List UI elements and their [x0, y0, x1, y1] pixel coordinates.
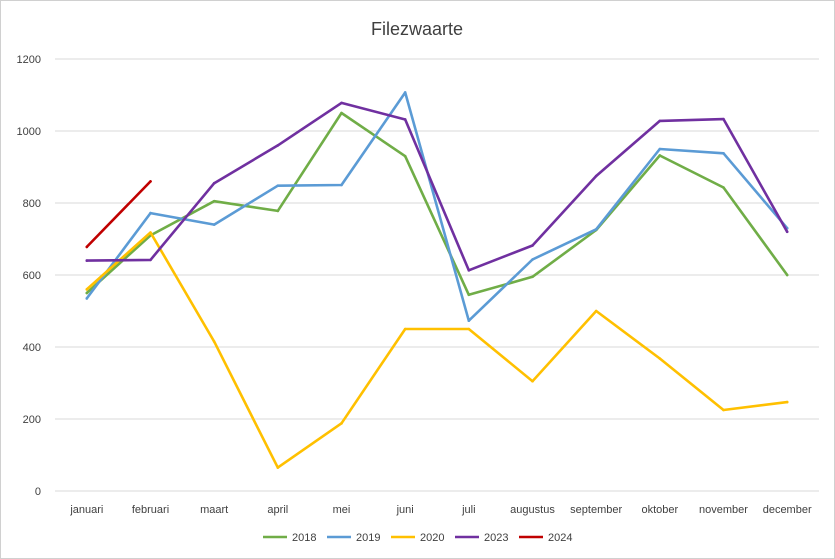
x-tick-label-februari: februari [132, 504, 169, 516]
data-point-2023-april [276, 144, 280, 147]
data-point-2018-december [785, 273, 789, 277]
data-point-2019-september [594, 227, 598, 231]
chart-title: Filezwaarte [371, 19, 463, 39]
data-point-2018-maart [212, 199, 216, 203]
x-tick-label-mei: mei [333, 504, 351, 516]
data-point-2018-januari [85, 291, 89, 295]
data-point-2018-augustus [531, 275, 534, 279]
y-tick-label: 600 [23, 270, 41, 282]
y-tick-label: 1000 [17, 126, 41, 138]
x-axis-tick-labels: januari februari maart april mei juni juli augu… [69, 504, 812, 516]
series-line-2020 [85, 231, 789, 469]
series-line-2023 [85, 101, 789, 272]
x-tick-label-augustus: augustus [510, 504, 555, 516]
legend-label-2020: 2020 [420, 532, 444, 544]
legend-label-2023: 2023 [484, 532, 508, 544]
data-point-2023-september [594, 174, 598, 178]
data-point-2018-mei [340, 111, 343, 115]
x-tick-label-juni: juni [396, 504, 414, 516]
data-point-2023-mei [340, 101, 343, 105]
data-point-2023-juni [403, 118, 407, 121]
series-line-2024 [85, 180, 152, 249]
data-point-2020-maart [212, 340, 216, 343]
x-tick-label-april: april [267, 504, 288, 516]
x-tick-label-oktober: oktober [641, 504, 678, 516]
data-point-2019-juli [467, 319, 471, 323]
y-axis-tick-labels: 0 200 400 600 800 1000 1200 [17, 54, 41, 498]
data-point-2020-januari [85, 288, 89, 291]
data-point-2018-oktober [658, 154, 662, 157]
data-point-2020-augustus [531, 379, 534, 383]
data-point-2018-april [276, 209, 280, 213]
data-point-2018-november [722, 186, 725, 189]
data-point-2023-december [785, 230, 789, 234]
data-point-2020-juni [403, 327, 407, 331]
legend-item-2020: 2020 [391, 532, 444, 544]
data-point-2020-november [722, 408, 725, 412]
data-point-2020-juli [467, 327, 471, 331]
data-point-2023-augustus [531, 244, 534, 247]
data-point-2020-mei [340, 422, 343, 425]
legend-label-2019: 2019 [356, 532, 380, 544]
data-point-2023-juli [467, 269, 471, 272]
legend-item-2023: 2023 [455, 532, 508, 544]
data-point-2018-juni [403, 154, 407, 158]
legend: 2018 2019 2020 2023 2024 [263, 532, 572, 544]
data-point-2023-januari [85, 259, 89, 262]
x-tick-label-november: november [699, 504, 748, 516]
data-point-2019-oktober [658, 147, 662, 151]
series-lines [85, 91, 789, 469]
data-point-2019-augustus [531, 258, 534, 261]
data-point-2019-februari [149, 211, 152, 215]
series-line-2018 [85, 111, 789, 297]
x-tick-label-januari: januari [69, 504, 103, 516]
data-point-2019-april [276, 184, 280, 188]
y-tick-label: 800 [23, 198, 41, 210]
data-point-2023-oktober [658, 119, 662, 123]
y-tick-label: 200 [23, 414, 41, 426]
data-point-2023-februari [149, 258, 152, 262]
data-point-2020-september [594, 309, 598, 313]
gridlines [55, 58, 819, 492]
data-point-2020-december [785, 400, 789, 404]
data-point-2019-november [722, 152, 725, 155]
data-point-2024-februari [149, 180, 152, 183]
x-tick-label-juli: juli [461, 504, 475, 516]
x-tick-label-maart: maart [200, 504, 228, 516]
data-point-2020-oktober [658, 357, 662, 360]
legend-item-2024: 2024 [519, 532, 572, 544]
data-point-2020-februari [149, 231, 152, 234]
data-point-2019-maart [212, 223, 216, 226]
x-tick-label-september: september [570, 504, 622, 516]
data-point-2018-juli [467, 293, 471, 297]
data-point-2020-april [276, 466, 280, 469]
legend-item-2019: 2019 [327, 532, 380, 544]
data-point-2023-november [722, 117, 725, 121]
x-tick-label-december: december [763, 504, 812, 516]
legend-label-2024: 2024 [548, 532, 572, 544]
legend-label-2018: 2018 [292, 532, 316, 544]
data-point-2024-januari [85, 245, 89, 249]
data-point-2023-maart [212, 181, 216, 185]
data-point-2019-januari [85, 297, 89, 300]
legend-item-2018: 2018 [263, 532, 316, 544]
y-tick-label: 1200 [17, 54, 41, 66]
series-line-2019 [85, 91, 789, 323]
y-tick-label: 400 [23, 342, 41, 354]
data-point-2019-mei [340, 183, 343, 187]
data-point-2019-juni [403, 91, 407, 94]
y-tick-label: 0 [35, 486, 41, 498]
